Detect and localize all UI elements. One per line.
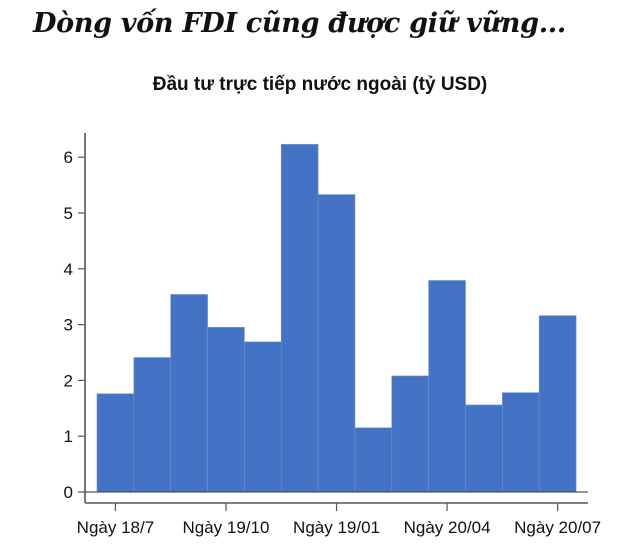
y-tick-label: 2	[64, 371, 73, 390]
x-tick-label: Ngày 20/04	[404, 518, 491, 537]
bar	[317, 194, 356, 493]
bar	[538, 315, 577, 493]
bar	[96, 393, 135, 493]
y-tick-label: 4	[64, 260, 73, 279]
bar	[391, 375, 429, 493]
y-tick-label: 1	[64, 427, 73, 446]
y-tick-label: 0	[64, 483, 73, 502]
axes: 0 1 2 3 4 5 6 Ngày 18/7 Ngày 19/10 Ngày 19/01 Ngày…	[64, 133, 601, 537]
x-tick-label: Ngày 20/07	[514, 518, 601, 537]
bar	[207, 327, 245, 493]
x-tick-label: Ngày 19/10	[182, 518, 269, 537]
bars	[96, 144, 577, 493]
bar	[502, 392, 540, 493]
bar	[170, 294, 208, 493]
y-tick-label: 5	[64, 204, 73, 223]
bar	[465, 404, 503, 493]
bar	[280, 144, 319, 493]
bar	[244, 341, 282, 493]
chart-title: Đầu tư trực tiếp nước ngoài (tỷ USD)	[152, 74, 488, 95]
bar	[428, 280, 466, 493]
bar	[354, 427, 393, 493]
x-tick-label: Ngày 18/7	[77, 518, 155, 537]
y-tick-label: 6	[64, 148, 73, 167]
y-tick-label: 3	[64, 316, 73, 335]
bar	[133, 357, 172, 493]
headline: Dòng vốn FDI cũng được giữ vững...	[33, 8, 567, 39]
x-tick-label: Ngày 19/01	[293, 518, 380, 537]
